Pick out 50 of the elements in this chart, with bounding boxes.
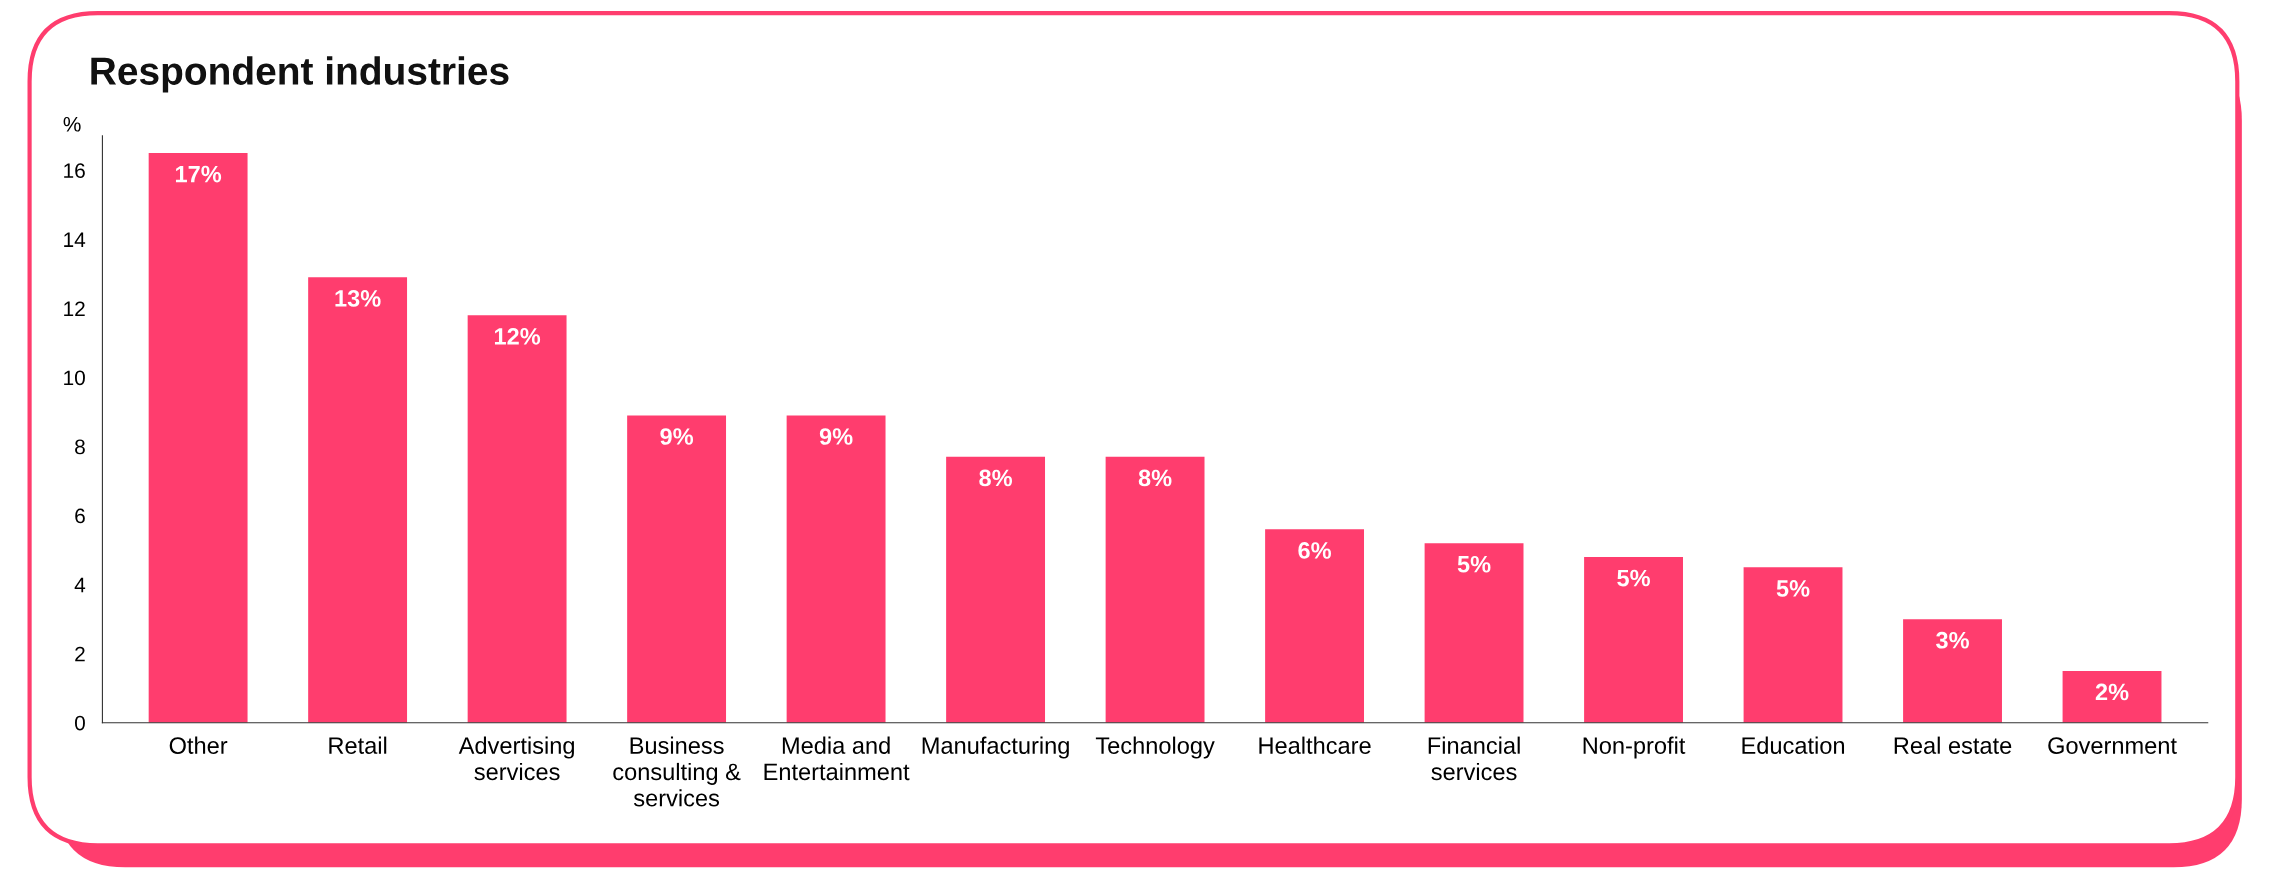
bar <box>2062 670 2162 723</box>
bar <box>467 315 567 723</box>
x-tick-label: Financial services <box>1428 736 1520 781</box>
y-tick-label: 14 <box>64 232 86 247</box>
x-tick-label: Education <box>1742 736 1845 754</box>
x-tick-label: Business consulting & services <box>613 736 741 807</box>
y-tick-label: 10 <box>64 370 85 386</box>
bar <box>627 415 727 723</box>
y-tick-label: 6 <box>75 508 85 524</box>
y-tick-label: 16 <box>64 163 85 179</box>
data-label: 3% <box>1936 631 1969 649</box>
x-tick-label: Non-profit <box>1583 736 1686 759</box>
x-tick-label: Retail <box>329 736 387 754</box>
bar <box>946 456 1046 723</box>
x-tick-label: Media and Entertainment <box>764 736 910 781</box>
x-tick-label: Healthcare <box>1259 736 1371 754</box>
x-tick-label: Technology <box>1095 736 1215 759</box>
bar <box>308 277 408 723</box>
data-label: 9% <box>660 428 694 445</box>
data-label: 2% <box>2095 683 2129 701</box>
data-label: 6% <box>1298 542 1331 559</box>
data-label: 8% <box>1138 469 1172 487</box>
x-tick-label: Other <box>169 736 228 754</box>
x-tick-label: Advertising services <box>458 736 574 781</box>
y-tick-label: 4 <box>74 577 86 593</box>
data-label: 9% <box>819 428 853 445</box>
data-label: 5% <box>1617 569 1650 587</box>
x-tick-label: Government <box>2048 737 2177 754</box>
y-tick-label: 2 <box>75 646 85 662</box>
bar <box>1265 529 1365 723</box>
y-tick-label: 8 <box>75 439 85 455</box>
chart-title: Respondent industries <box>91 56 509 93</box>
data-label: 8% <box>979 469 1013 487</box>
bar <box>1105 456 1205 723</box>
data-label: 5% <box>1776 580 1810 597</box>
data-label: 12% <box>494 328 541 345</box>
bar <box>786 415 886 723</box>
bar <box>1903 619 2002 723</box>
bar <box>1584 556 1683 723</box>
data-label: 17% <box>175 165 222 183</box>
bar <box>148 153 248 723</box>
bar <box>1424 543 1524 723</box>
y-axis-title: % <box>63 117 81 132</box>
y-tick-label: 0 <box>74 715 85 731</box>
y-tick-label: 12 <box>64 301 85 316</box>
bar <box>1743 567 1843 723</box>
x-tick-label: Manufacturing <box>922 736 1069 759</box>
x-tick-label: Real estate <box>1894 736 2012 754</box>
data-label: 5% <box>1457 555 1491 573</box>
data-label: 13% <box>335 290 381 307</box>
